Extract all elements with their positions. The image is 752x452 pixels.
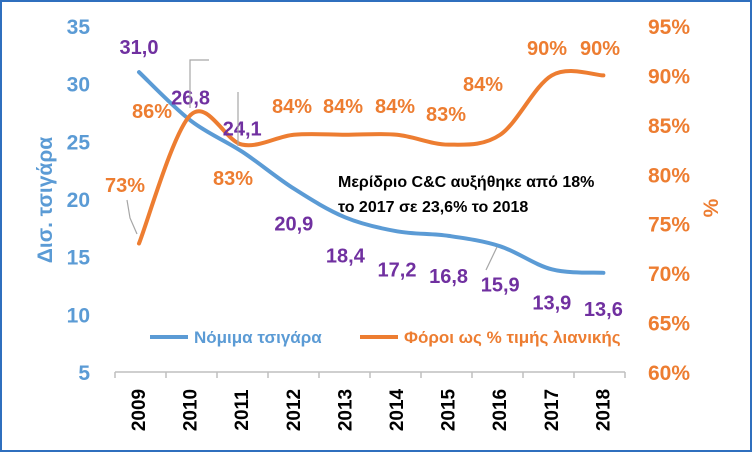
- data-label-legal-cigarettes: 18,4: [326, 245, 366, 267]
- data-label-tax-share: 73%: [105, 175, 145, 197]
- data-label-legal-cigarettes: 17,2: [378, 259, 417, 281]
- y-right-tick-label: 75%: [648, 214, 690, 237]
- x-tick-label: 2010: [181, 389, 202, 431]
- data-label-tax-share: 83%: [213, 168, 253, 190]
- data-label-tax-share: 83%: [426, 104, 466, 126]
- y-right-tick-label: 80%: [648, 164, 690, 187]
- annotation-line-1: Μερίδριο C&C αυξήθηκε από 18%: [338, 174, 594, 191]
- data-label-legal-cigarettes: 13,6: [584, 299, 623, 321]
- data-label-legal-cigarettes: 24,1: [223, 119, 262, 141]
- data-label-tax-share: 84%: [375, 96, 415, 118]
- data-label-tax-share: 90%: [580, 38, 620, 60]
- leader-line: [485, 246, 498, 271]
- y-left-tick-label: 25: [67, 131, 91, 154]
- y-right-tick-label: 65%: [648, 313, 690, 336]
- data-label-tax-share: 84%: [463, 74, 503, 96]
- x-tick-label: 2016: [490, 389, 511, 431]
- annotation-line-2: το 2017 σε 23,6% το 2018: [338, 199, 528, 216]
- leader-line: [189, 59, 209, 108]
- y-right-tick-label: 95%: [648, 16, 690, 39]
- data-label-legal-cigarettes: 16,8: [429, 266, 468, 288]
- legend-label-tax-share: Φόροι ως % τιμής λιανικής: [404, 328, 621, 347]
- y-left-tick-label: 30: [67, 74, 90, 97]
- series-line-tax-share: [137, 69, 606, 246]
- y-right-axis-title: %: [700, 198, 723, 217]
- y-left-tick-label: 35: [67, 16, 91, 39]
- data-label-tax-share: 84%: [272, 96, 312, 118]
- data-label-tax-share: 86%: [132, 101, 172, 123]
- y-right-tick-label: 85%: [648, 115, 690, 138]
- x-tick-label: 2011: [232, 389, 253, 431]
- y-left-tick-label: 20: [67, 189, 90, 212]
- data-label-legal-cigarettes: 15,9: [481, 274, 520, 296]
- leader-line: [126, 199, 138, 235]
- data-label-tax-share: 90%: [527, 38, 567, 60]
- x-tick-label: 2015: [439, 388, 460, 431]
- data-label-legal-cigarettes: 13,9: [532, 292, 571, 314]
- y-left-tick-label: 10: [67, 304, 90, 327]
- x-tick-label: 2009: [129, 389, 150, 431]
- y-right-tick-label: 90%: [648, 65, 690, 88]
- y-left-tick-label: 15: [67, 247, 91, 270]
- x-tick-label: 2013: [335, 389, 356, 431]
- x-tick-label: 2017: [542, 389, 563, 431]
- data-label-legal-cigarettes: 31,0: [120, 37, 159, 59]
- y-left-axis-title: Δισ. τσιγάρα: [34, 137, 57, 264]
- y-left-tick-label: 5: [78, 362, 90, 385]
- y-right-tick-label: 70%: [648, 263, 690, 286]
- legend-label-legal-cigarettes: Νόμιμα τσιγάρα: [194, 328, 322, 347]
- data-label-legal-cigarettes: 20,9: [274, 214, 313, 236]
- data-label-tax-share: 84%: [323, 96, 363, 118]
- y-right-tick-label: 60%: [648, 362, 690, 385]
- x-tick-label: 2012: [284, 389, 305, 431]
- x-tick-label: 2014: [387, 388, 408, 431]
- x-tick-label: 2018: [593, 389, 614, 431]
- series-line-legal-cigarettes: [137, 70, 606, 275]
